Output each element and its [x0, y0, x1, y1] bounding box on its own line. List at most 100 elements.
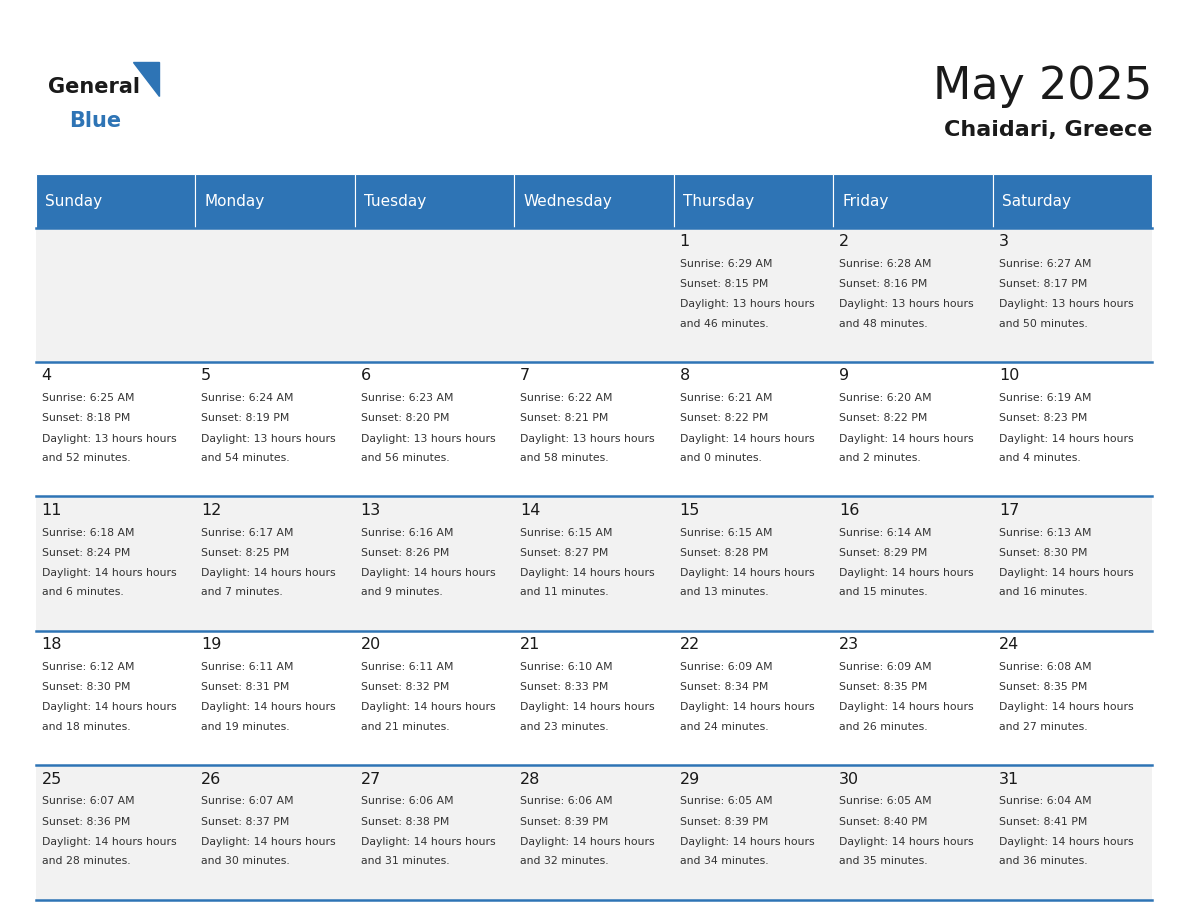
- Text: Sunday: Sunday: [45, 194, 102, 208]
- Text: 3: 3: [999, 234, 1009, 249]
- Text: Sunset: 8:38 PM: Sunset: 8:38 PM: [361, 817, 449, 826]
- Text: Tuesday: Tuesday: [365, 194, 426, 208]
- Bar: [833, 174, 993, 228]
- Text: Sunrise: 6:29 AM: Sunrise: 6:29 AM: [680, 259, 772, 269]
- Bar: [36, 362, 1152, 497]
- Text: 31: 31: [999, 772, 1019, 787]
- Text: Sunrise: 6:08 AM: Sunrise: 6:08 AM: [999, 662, 1092, 672]
- Bar: [36, 766, 1152, 900]
- Text: 22: 22: [680, 637, 700, 653]
- Text: and 13 minutes.: and 13 minutes.: [680, 588, 769, 598]
- Text: Sunrise: 6:15 AM: Sunrise: 6:15 AM: [520, 528, 613, 538]
- Text: Daylight: 13 hours hours: Daylight: 13 hours hours: [520, 433, 655, 443]
- Text: 27: 27: [361, 772, 381, 787]
- Bar: [36, 228, 1152, 362]
- Text: and 31 minutes.: and 31 minutes.: [361, 856, 449, 866]
- Text: 6: 6: [361, 368, 371, 384]
- Text: 5: 5: [201, 368, 211, 384]
- Text: 4: 4: [42, 368, 52, 384]
- Text: Daylight: 14 hours hours: Daylight: 14 hours hours: [999, 837, 1133, 846]
- Text: Sunset: 8:35 PM: Sunset: 8:35 PM: [999, 682, 1087, 692]
- Text: General: General: [48, 77, 139, 97]
- Text: 17: 17: [999, 503, 1019, 518]
- Text: Daylight: 14 hours hours: Daylight: 14 hours hours: [680, 568, 814, 578]
- Text: Sunset: 8:20 PM: Sunset: 8:20 PM: [361, 413, 449, 423]
- Text: Blue: Blue: [69, 111, 121, 131]
- Text: 15: 15: [680, 503, 700, 518]
- Text: and 46 minutes.: and 46 minutes.: [680, 319, 769, 329]
- Text: Sunset: 8:23 PM: Sunset: 8:23 PM: [999, 413, 1087, 423]
- Polygon shape: [133, 62, 159, 96]
- Text: and 23 minutes.: and 23 minutes.: [520, 722, 608, 732]
- Text: 19: 19: [201, 637, 221, 653]
- Text: Sunset: 8:37 PM: Sunset: 8:37 PM: [201, 817, 290, 826]
- Text: Sunset: 8:18 PM: Sunset: 8:18 PM: [42, 413, 129, 423]
- Text: Sunrise: 6:04 AM: Sunrise: 6:04 AM: [999, 797, 1092, 806]
- Text: Sunset: 8:39 PM: Sunset: 8:39 PM: [520, 817, 608, 826]
- Text: Daylight: 14 hours hours: Daylight: 14 hours hours: [520, 702, 655, 712]
- Text: 7: 7: [520, 368, 530, 384]
- Text: 25: 25: [42, 772, 62, 787]
- Text: and 36 minutes.: and 36 minutes.: [999, 856, 1087, 866]
- Text: Sunrise: 6:27 AM: Sunrise: 6:27 AM: [999, 259, 1092, 269]
- Text: Sunrise: 6:11 AM: Sunrise: 6:11 AM: [201, 662, 293, 672]
- Text: Sunset: 8:24 PM: Sunset: 8:24 PM: [42, 548, 129, 558]
- Text: Sunrise: 6:24 AM: Sunrise: 6:24 AM: [201, 393, 293, 403]
- Text: Daylight: 14 hours hours: Daylight: 14 hours hours: [680, 837, 814, 846]
- Text: Sunrise: 6:06 AM: Sunrise: 6:06 AM: [361, 797, 454, 806]
- Text: and 19 minutes.: and 19 minutes.: [201, 722, 290, 732]
- Text: Sunset: 8:26 PM: Sunset: 8:26 PM: [361, 548, 449, 558]
- Text: Sunset: 8:19 PM: Sunset: 8:19 PM: [201, 413, 290, 423]
- Text: Sunrise: 6:05 AM: Sunrise: 6:05 AM: [839, 797, 931, 806]
- Text: and 27 minutes.: and 27 minutes.: [999, 722, 1087, 732]
- Text: and 26 minutes.: and 26 minutes.: [839, 722, 928, 732]
- Text: Daylight: 14 hours hours: Daylight: 14 hours hours: [201, 702, 336, 712]
- Text: Chaidari, Greece: Chaidari, Greece: [944, 120, 1152, 140]
- Text: Sunrise: 6:09 AM: Sunrise: 6:09 AM: [680, 662, 772, 672]
- Text: Daylight: 14 hours hours: Daylight: 14 hours hours: [361, 568, 495, 578]
- Text: Daylight: 14 hours hours: Daylight: 14 hours hours: [839, 702, 974, 712]
- Text: Daylight: 14 hours hours: Daylight: 14 hours hours: [839, 837, 974, 846]
- Text: 10: 10: [999, 368, 1019, 384]
- Text: and 35 minutes.: and 35 minutes.: [839, 856, 928, 866]
- Text: Daylight: 13 hours hours: Daylight: 13 hours hours: [680, 299, 814, 309]
- Text: and 18 minutes.: and 18 minutes.: [42, 722, 131, 732]
- Text: and 0 minutes.: and 0 minutes.: [680, 453, 762, 463]
- Text: May 2025: May 2025: [933, 65, 1152, 107]
- Text: Sunrise: 6:11 AM: Sunrise: 6:11 AM: [361, 662, 453, 672]
- Text: and 15 minutes.: and 15 minutes.: [839, 588, 928, 598]
- Text: 20: 20: [361, 637, 381, 653]
- Text: Sunrise: 6:12 AM: Sunrise: 6:12 AM: [42, 662, 134, 672]
- Text: and 32 minutes.: and 32 minutes.: [520, 856, 608, 866]
- Text: and 6 minutes.: and 6 minutes.: [42, 588, 124, 598]
- Text: Sunrise: 6:25 AM: Sunrise: 6:25 AM: [42, 393, 134, 403]
- Text: and 2 minutes.: and 2 minutes.: [839, 453, 921, 463]
- Text: and 52 minutes.: and 52 minutes.: [42, 453, 131, 463]
- Bar: [36, 631, 1152, 766]
- Text: 26: 26: [201, 772, 221, 787]
- Text: Sunset: 8:22 PM: Sunset: 8:22 PM: [839, 413, 928, 423]
- Text: Daylight: 13 hours hours: Daylight: 13 hours hours: [999, 299, 1133, 309]
- Text: and 56 minutes.: and 56 minutes.: [361, 453, 449, 463]
- Text: Sunrise: 6:28 AM: Sunrise: 6:28 AM: [839, 259, 931, 269]
- Bar: [993, 174, 1152, 228]
- Text: Saturday: Saturday: [1003, 194, 1072, 208]
- Text: Daylight: 13 hours hours: Daylight: 13 hours hours: [201, 433, 336, 443]
- Text: Daylight: 14 hours hours: Daylight: 14 hours hours: [520, 837, 655, 846]
- Text: and 34 minutes.: and 34 minutes.: [680, 856, 769, 866]
- Bar: [674, 174, 833, 228]
- Text: Daylight: 14 hours hours: Daylight: 14 hours hours: [999, 568, 1133, 578]
- Text: Sunset: 8:33 PM: Sunset: 8:33 PM: [520, 682, 608, 692]
- Text: Friday: Friday: [842, 194, 889, 208]
- Text: Daylight: 14 hours hours: Daylight: 14 hours hours: [839, 568, 974, 578]
- Text: and 9 minutes.: and 9 minutes.: [361, 588, 442, 598]
- Text: Daylight: 14 hours hours: Daylight: 14 hours hours: [680, 433, 814, 443]
- Text: 23: 23: [839, 637, 859, 653]
- Text: Daylight: 14 hours hours: Daylight: 14 hours hours: [201, 568, 336, 578]
- Text: Daylight: 14 hours hours: Daylight: 14 hours hours: [42, 837, 176, 846]
- Text: Daylight: 14 hours hours: Daylight: 14 hours hours: [999, 433, 1133, 443]
- Text: Daylight: 13 hours hours: Daylight: 13 hours hours: [42, 433, 176, 443]
- Text: 16: 16: [839, 503, 860, 518]
- Bar: [195, 174, 355, 228]
- Text: Daylight: 14 hours hours: Daylight: 14 hours hours: [839, 433, 974, 443]
